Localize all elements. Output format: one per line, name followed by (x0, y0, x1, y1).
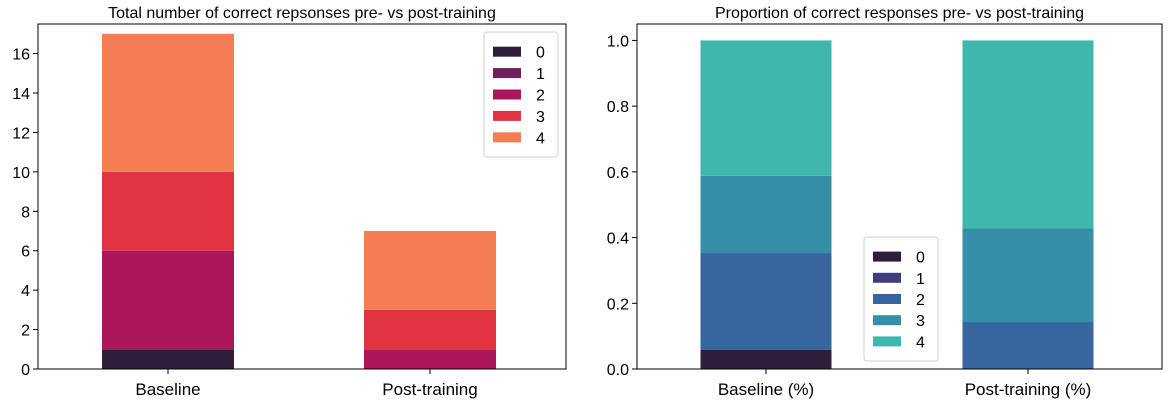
bar-baseline-series-0 (700, 349, 832, 369)
chart-2: 0.0 0.2 0.4 0.6 0.8 1.0 Baseline (%) Post-train… (607, 5, 1163, 399)
y-tick-label: 12 (12, 125, 30, 142)
y-tick-label: 1.0 (607, 33, 629, 50)
legend-swatch-0 (873, 251, 901, 262)
chart-title: Total number of correct repsonses pre- v… (108, 5, 496, 22)
legend: 0 1 2 3 4 (863, 236, 939, 362)
plot-frame (636, 23, 1163, 370)
legend-swatch-1 (493, 68, 521, 79)
bar-post-training-series-3 (962, 228, 1094, 323)
bar-post-training-series-3 (364, 309, 496, 350)
y-tick-label: 4 (21, 283, 30, 300)
y-tick-label: 2 (21, 323, 30, 340)
bar-baseline-series-2 (102, 250, 234, 350)
bar-post-training-series-4 (364, 231, 496, 310)
y-tick-label: 0.0 (607, 362, 629, 379)
legend-label-1: 1 (536, 66, 545, 83)
legend-label-1: 1 (916, 271, 925, 288)
y-tick-label: 8 (21, 204, 30, 221)
legend-label-4: 4 (916, 334, 925, 351)
bar-baseline-series-3 (102, 171, 234, 251)
y-tick-label: 6 (21, 244, 30, 261)
legend-swatch-1 (873, 272, 901, 283)
legend-swatch-2 (873, 294, 901, 304)
legend-swatch-4 (493, 132, 521, 143)
y-tick-label: 14 (12, 86, 30, 103)
y-tick-label: 0.8 (607, 99, 629, 116)
y-tick-label: 0.2 (607, 296, 629, 313)
bar-post-training-series-4 (962, 40, 1094, 229)
legend-swatch-0 (493, 46, 521, 57)
legend-label-4: 4 (536, 130, 545, 147)
x-tick-label: Post-training (%) (965, 380, 1092, 399)
legend: 0 1 2 3 4 (483, 31, 559, 158)
x-tick-label: Post-training (382, 380, 477, 399)
y-tick-label: 0.6 (607, 165, 629, 182)
legend-label-2: 2 (536, 88, 545, 105)
bar-baseline-series-3 (700, 175, 832, 254)
y-tick-label: 0 (21, 362, 30, 379)
legend-label-3: 3 (536, 109, 545, 126)
bar-baseline-series-4 (700, 40, 832, 176)
legend-swatch-4 (873, 336, 901, 347)
bar-post-training-series-2 (962, 322, 1094, 369)
x-tick-label: Baseline (%) (718, 380, 814, 399)
legend-label-0: 0 (536, 45, 545, 62)
bar-baseline-series-0 (102, 349, 234, 369)
y-tick-label: 10 (12, 165, 30, 182)
legend-label-2: 2 (916, 292, 925, 309)
x-tick-label: Baseline (135, 380, 200, 399)
legend-swatch-3 (493, 110, 521, 121)
bar-baseline-series-2 (700, 253, 832, 350)
legend-swatch-3 (873, 315, 901, 326)
bar-baseline-series-4 (102, 33, 234, 172)
bar-post-training-series-2 (364, 349, 496, 369)
legend-swatch-2 (493, 89, 521, 100)
plot-frame (37, 23, 567, 370)
chart-title: Proportion of correct responses pre- vs … (715, 5, 1084, 22)
legend-label-0: 0 (916, 250, 925, 267)
legend-label-3: 3 (916, 313, 925, 330)
y-tick-label: 0.4 (607, 231, 629, 248)
y-tick-label: 16 (12, 47, 30, 64)
